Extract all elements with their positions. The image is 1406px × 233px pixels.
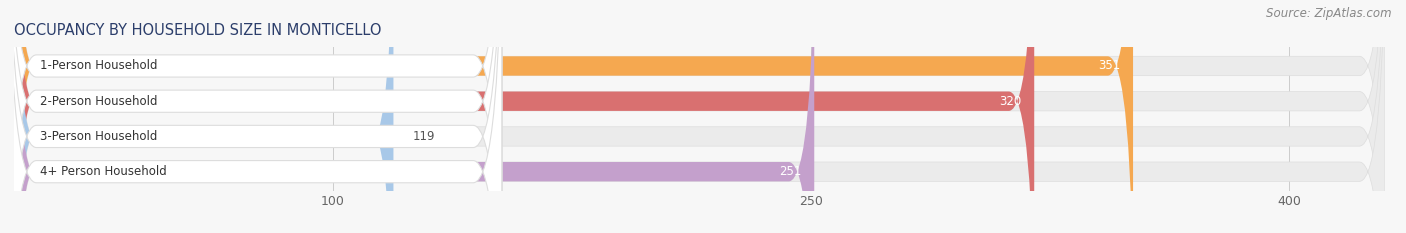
Text: 320: 320 [1000, 95, 1022, 108]
Text: 3-Person Household: 3-Person Household [39, 130, 157, 143]
Text: 4+ Person Household: 4+ Person Household [39, 165, 166, 178]
FancyBboxPatch shape [14, 0, 1385, 233]
Text: 119: 119 [412, 130, 434, 143]
FancyBboxPatch shape [7, 0, 502, 233]
Text: 351: 351 [1098, 59, 1121, 72]
Text: OCCUPANCY BY HOUSEHOLD SIZE IN MONTICELLO: OCCUPANCY BY HOUSEHOLD SIZE IN MONTICELL… [14, 24, 381, 38]
FancyBboxPatch shape [14, 0, 394, 233]
FancyBboxPatch shape [7, 0, 502, 233]
Text: 1-Person Household: 1-Person Household [39, 59, 157, 72]
FancyBboxPatch shape [7, 0, 502, 233]
FancyBboxPatch shape [14, 0, 1385, 233]
Text: Source: ZipAtlas.com: Source: ZipAtlas.com [1267, 7, 1392, 20]
FancyBboxPatch shape [14, 0, 814, 233]
Text: 251: 251 [779, 165, 801, 178]
FancyBboxPatch shape [7, 0, 502, 233]
FancyBboxPatch shape [14, 0, 1133, 233]
FancyBboxPatch shape [14, 0, 1035, 233]
Text: 2-Person Household: 2-Person Household [39, 95, 157, 108]
FancyBboxPatch shape [14, 0, 1385, 233]
FancyBboxPatch shape [14, 0, 1385, 233]
